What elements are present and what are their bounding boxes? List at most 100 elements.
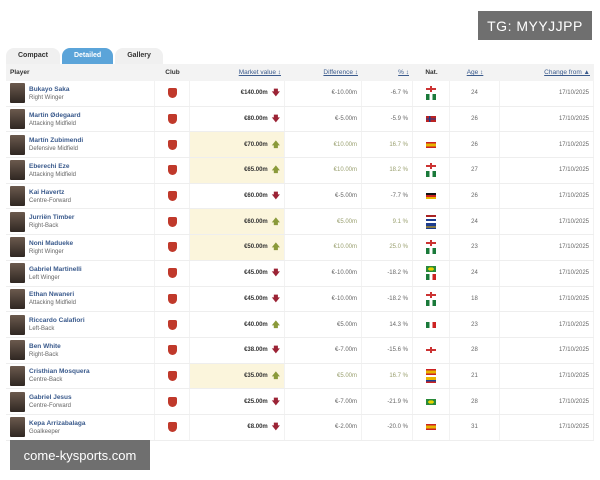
player-photo bbox=[10, 134, 25, 155]
change-from-date: 17/10/2025 bbox=[500, 158, 594, 183]
change-from-date: 17/10/2025 bbox=[500, 209, 594, 235]
arrow-down-icon: 🡇 bbox=[271, 114, 280, 124]
change-from-date: 17/10/2025 bbox=[500, 132, 594, 158]
club-crest-icon[interactable] bbox=[167, 396, 177, 407]
arrow-up-icon: 🡅 bbox=[271, 319, 280, 329]
arrow-up-icon: 🡅 bbox=[271, 370, 280, 380]
market-value: €60.00m bbox=[244, 193, 268, 200]
tab-detailed[interactable]: Detailed bbox=[61, 48, 114, 64]
player-photo bbox=[10, 83, 25, 104]
market-value: €40.00m bbox=[244, 321, 268, 328]
player-position: Attacking Midfield bbox=[29, 120, 77, 127]
change-from-date: 17/10/2025 bbox=[500, 389, 594, 414]
market-value: €45.00m bbox=[244, 295, 268, 302]
arrow-down-icon: 🡇 bbox=[271, 345, 280, 355]
view-tabs: Compact Detailed Gallery bbox=[6, 48, 165, 64]
player-position: Goalkeeper bbox=[29, 428, 61, 435]
sort-age[interactable]: Age ↕ bbox=[466, 69, 484, 76]
club-crest-icon[interactable] bbox=[167, 293, 177, 304]
tab-gallery[interactable]: Gallery bbox=[115, 48, 163, 64]
player-name-link[interactable]: Jurriën Timber bbox=[29, 214, 75, 222]
change-from-date: 17/10/2025 bbox=[500, 286, 594, 312]
arrow-down-icon: 🡇 bbox=[271, 422, 280, 432]
market-value: €70.00m bbox=[244, 141, 268, 148]
sort-market-value[interactable]: Market value ↕ bbox=[238, 69, 281, 76]
watermark-top: TG: MYYJJPP bbox=[478, 11, 592, 40]
table-header: Player Club Market value ↕ Difference ↕ … bbox=[6, 64, 594, 81]
arrow-down-icon: 🡇 bbox=[271, 191, 280, 201]
flag-spain-icon bbox=[426, 141, 436, 148]
club-crest-icon[interactable] bbox=[167, 370, 177, 381]
player-photo bbox=[10, 288, 25, 309]
flag-colombia-icon bbox=[426, 376, 436, 383]
player-photo bbox=[10, 391, 25, 412]
flag-italy-icon bbox=[426, 274, 436, 281]
player-name-link[interactable]: Ben White bbox=[29, 342, 61, 350]
club-crest-icon[interactable] bbox=[167, 422, 177, 433]
percent-change: -15.6 % bbox=[362, 337, 413, 363]
difference: €-5.00m bbox=[285, 106, 362, 132]
player-name-link[interactable]: Kai Havertz bbox=[29, 188, 65, 196]
player-position: Right Winger bbox=[29, 248, 64, 255]
player-position: Centre-Back bbox=[29, 377, 63, 384]
percent-change: 18.2 % bbox=[362, 158, 413, 183]
arrow-down-icon: 🡇 bbox=[271, 396, 280, 406]
player-name-link[interactable]: Riccardo Calafiori bbox=[29, 317, 85, 325]
table-row: Kai Havertz Centre-Forward €60.00m 🡇 €-5.… bbox=[6, 183, 594, 210]
market-value: €38.00m bbox=[244, 347, 268, 354]
player-name-link[interactable]: Bukayo Saka bbox=[29, 85, 70, 93]
club-crest-icon[interactable] bbox=[167, 191, 177, 202]
player-name-link[interactable]: Noni Madueke bbox=[29, 239, 74, 247]
player-photo bbox=[10, 365, 25, 386]
player-name-link[interactable]: Gabriel Jesus bbox=[29, 394, 72, 402]
player-photo bbox=[10, 109, 25, 130]
table-row: Riccardo Calafiori Left-Back €40.00m 🡅 €5… bbox=[6, 312, 594, 338]
player-position: Left-Back bbox=[29, 326, 55, 333]
club-crest-icon[interactable] bbox=[167, 88, 177, 99]
difference: €-10.00m bbox=[285, 260, 362, 286]
arrow-up-icon: 🡅 bbox=[271, 216, 280, 226]
difference: €10.00m bbox=[285, 132, 362, 158]
flag-brazil-icon bbox=[426, 266, 436, 273]
player-name-link[interactable]: Martín Zubimendi bbox=[29, 137, 84, 145]
club-crest-icon[interactable] bbox=[167, 139, 177, 150]
change-from-date: 17/10/2025 bbox=[500, 81, 594, 106]
percent-change: -7.7 % bbox=[362, 183, 413, 209]
header-player: Player bbox=[10, 69, 30, 76]
tab-compact[interactable]: Compact bbox=[6, 48, 60, 64]
player-position: Left Winger bbox=[29, 274, 60, 281]
player-name-link[interactable]: Kepa Arrizabalaga bbox=[29, 419, 86, 427]
market-value: €140.00m bbox=[240, 90, 268, 97]
header-club: Club bbox=[165, 69, 180, 76]
percent-change: -20.0 % bbox=[362, 414, 413, 440]
age: 24 bbox=[450, 260, 500, 286]
club-crest-icon[interactable] bbox=[167, 242, 177, 253]
difference: €5.00m bbox=[285, 312, 362, 337]
club-crest-icon[interactable] bbox=[167, 165, 177, 176]
player-name-link[interactable]: Gabriel Martinelli bbox=[29, 265, 82, 273]
flag-norway-icon bbox=[426, 116, 436, 123]
player-name-link[interactable]: Martin Ødegaard bbox=[29, 111, 81, 119]
market-value: €80.00m bbox=[244, 116, 268, 123]
flag-spain-icon bbox=[426, 424, 436, 431]
player-name-link[interactable]: Ethan Nwaneri bbox=[29, 291, 75, 299]
club-crest-icon[interactable] bbox=[167, 216, 177, 227]
club-crest-icon[interactable] bbox=[167, 114, 177, 125]
flag-nigeria-icon bbox=[426, 94, 436, 101]
arrow-up-icon: 🡅 bbox=[271, 165, 280, 175]
player-name-link[interactable]: Eberechi Eze bbox=[29, 162, 70, 170]
player-name-link[interactable]: Cristhian Mosquera bbox=[29, 368, 90, 376]
player-position: Right-Back bbox=[29, 351, 59, 358]
percent-change: -18.2 % bbox=[362, 260, 413, 286]
sort-difference[interactable]: Difference ↕ bbox=[323, 69, 358, 76]
flag-england-icon bbox=[426, 240, 436, 247]
sort-percent[interactable]: % ↕ bbox=[398, 69, 409, 76]
sort-change-from[interactable]: Change from ▲ bbox=[544, 69, 590, 76]
age: 23 bbox=[450, 312, 500, 337]
club-crest-icon[interactable] bbox=[167, 345, 177, 356]
market-value: €60.00m bbox=[244, 218, 268, 225]
club-crest-icon[interactable] bbox=[167, 319, 177, 330]
difference: €10.00m bbox=[285, 235, 362, 260]
club-crest-icon[interactable] bbox=[167, 268, 177, 279]
table-row: Gabriel Martinelli Left Winger €45.00m 🡇 … bbox=[6, 260, 594, 287]
